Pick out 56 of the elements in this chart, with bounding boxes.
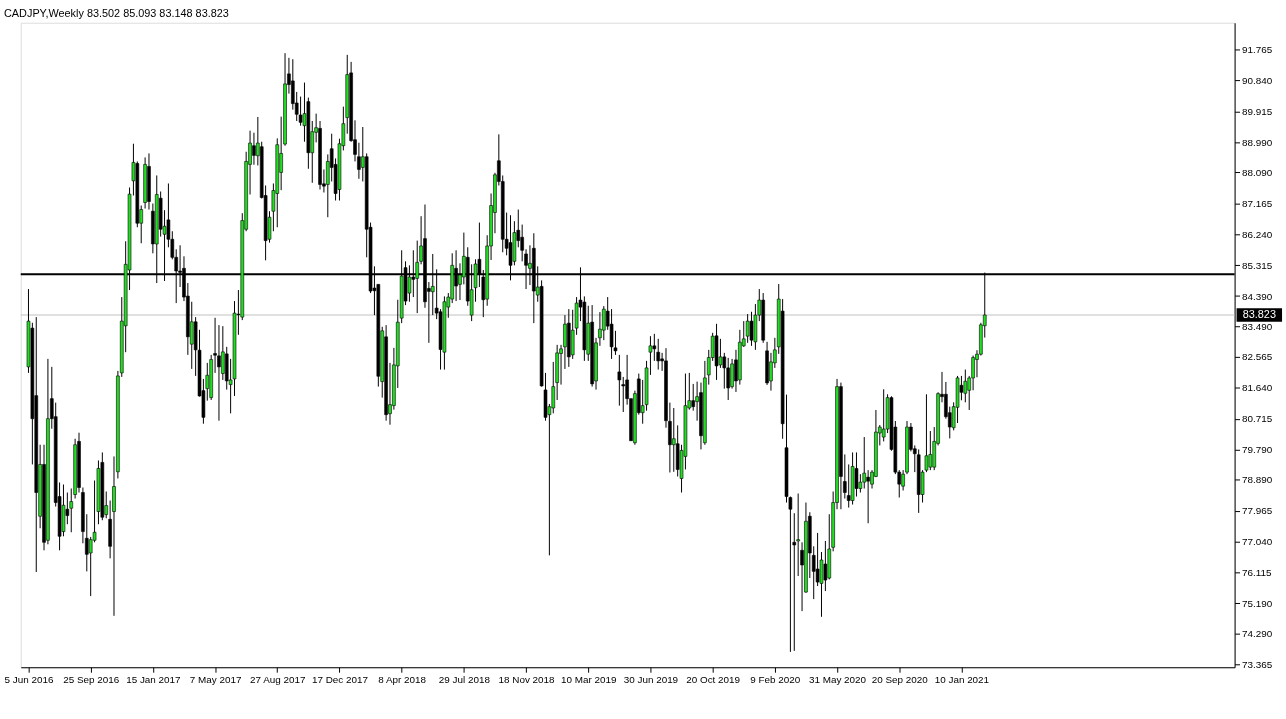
candlestick (963, 369, 968, 403)
y-tick-label: 86.240 (1242, 228, 1273, 240)
candlestick (854, 451, 859, 498)
y-tick-label: 80.715 (1242, 413, 1273, 425)
y-tick-label: 77.965 (1242, 505, 1273, 517)
y-tick-label: 76.115 (1242, 566, 1272, 578)
candlestick (881, 388, 886, 442)
x-tick-label: 15 Jan 2017 (126, 673, 181, 685)
candlestick (617, 354, 622, 407)
y-tick-label: 83.490 (1242, 320, 1273, 332)
y-tick-label: 88.090 (1242, 166, 1273, 178)
y-tick-label: 91.765 (1242, 44, 1273, 56)
y-tick-label: 81.640 (1242, 382, 1273, 394)
x-tick-label: 5 Jun 2016 (4, 673, 54, 685)
candlestick (749, 311, 754, 347)
x-tick-label: 7 May 2017 (189, 673, 242, 685)
y-tick-label: 84.390 (1242, 290, 1273, 302)
y-tick-label: 87.165 (1242, 197, 1273, 209)
candlestick (298, 96, 303, 127)
y-tick-label: 89.915 (1242, 105, 1273, 117)
x-tick-label: 31 May 2020 (808, 673, 867, 685)
y-tick-label: 75.190 (1242, 597, 1273, 609)
y-tick-label: 90.840 (1242, 75, 1273, 87)
candlestick (252, 132, 256, 166)
chart-title: CADJPY,Weekly 83.502 85.093 83.148 83.823 (4, 6, 229, 19)
y-tick-label: 88.990 (1242, 136, 1273, 148)
candlestick (846, 463, 851, 509)
candlestick (718, 338, 723, 369)
x-tick-label: 8 Apr 2018 (378, 673, 427, 685)
x-tick-label: 10 Mar 2019 (561, 673, 617, 685)
ref-line-label: 83.823 (1242, 307, 1276, 320)
x-tick-label: 25 Sep 2016 (63, 673, 120, 685)
candlestick (745, 313, 750, 344)
y-tick-label: 82.565 (1242, 351, 1273, 363)
x-tick-label: 17 Dec 2017 (311, 673, 368, 685)
x-tick-label: 30 Jun 2019 (623, 673, 679, 685)
candlestick (792, 512, 797, 652)
y-tick-label: 85.315 (1242, 259, 1273, 271)
candlestick (726, 357, 730, 401)
x-tick-label: 20 Sep 2020 (871, 673, 929, 685)
x-tick-label: 9 Feb 2020 (750, 673, 801, 685)
x-tick-label: 18 Nov 2018 (498, 673, 556, 685)
y-tick-label: 74.290 (1242, 627, 1273, 639)
y-tick-label: 79.790 (1242, 444, 1273, 456)
candlestick (656, 338, 660, 371)
candlestick (652, 333, 657, 362)
x-tick-label: 27 Aug 2017 (250, 673, 306, 685)
y-tick-label: 77.040 (1242, 536, 1273, 548)
candlestick (823, 540, 828, 592)
x-tick-label: 20 Oct 2019 (686, 673, 741, 685)
candlestick (671, 407, 676, 473)
x-tick-label: 29 Jul 2018 (438, 673, 491, 685)
y-tick-label: 73.365 (1242, 658, 1273, 670)
x-tick-label: 10 Jan 2021 (934, 673, 990, 685)
y-tick-label: 78.890 (1242, 474, 1273, 486)
candlestick (866, 469, 870, 524)
